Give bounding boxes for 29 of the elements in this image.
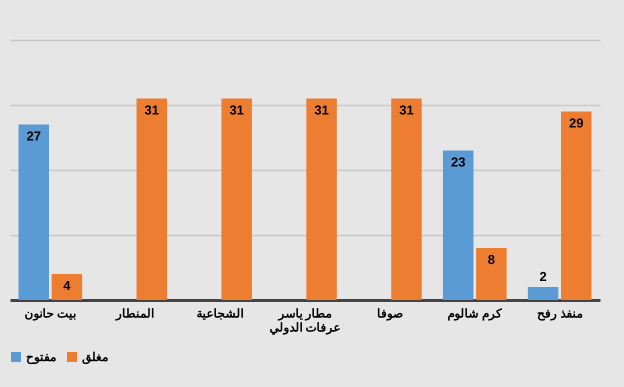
bar — [306, 98, 337, 300]
x-tick-label: مطار ياسر عرفات الدولي — [269, 306, 341, 336]
bar — [391, 98, 422, 300]
data-label: 31 — [144, 102, 160, 118]
data-label: 2 — [539, 269, 547, 284]
legend-label: مغلق — [82, 350, 108, 365]
data-label: 4 — [63, 278, 72, 293]
data-label: 31 — [399, 102, 414, 118]
data-label: 23 — [450, 154, 466, 170]
bar — [221, 98, 252, 300]
bar — [52, 274, 82, 300]
data-label: 29 — [569, 116, 584, 130]
bar — [528, 287, 558, 300]
bar — [136, 98, 168, 300]
bar — [18, 124, 49, 300]
x-tick-label: الشجاعية — [196, 306, 244, 320]
x-tick-label: المنطار — [115, 306, 154, 322]
data-label: 8 — [488, 252, 495, 267]
legend-label: مفتوح — [26, 350, 56, 365]
x-tick-label: بيت حانون — [24, 306, 76, 322]
data-label: 31 — [314, 102, 329, 118]
x-tick-label: منفذ رفح — [537, 306, 582, 322]
data-label: 27 — [26, 128, 41, 144]
data-label: 31 — [229, 102, 244, 118]
bar — [476, 248, 507, 300]
x-tick-label: صوفا — [376, 306, 403, 322]
x-tick-label: كرم شالوم — [448, 306, 502, 322]
bar — [561, 112, 592, 300]
bar — [442, 150, 474, 300]
